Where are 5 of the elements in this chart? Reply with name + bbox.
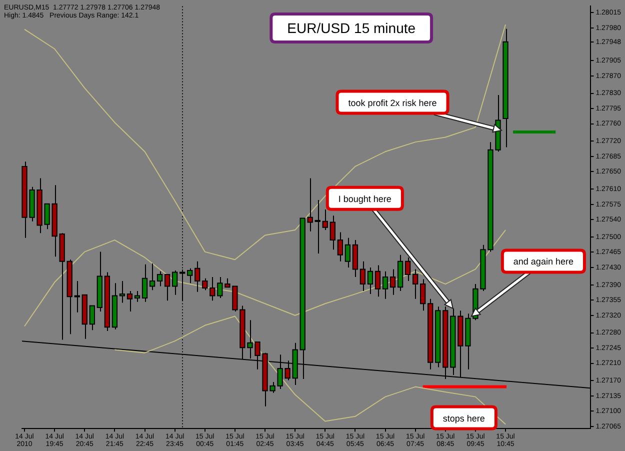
annotation: and again here bbox=[513, 256, 574, 267]
annotation: stops here bbox=[442, 413, 485, 424]
annotation: I bought here bbox=[338, 194, 392, 204]
annotation: took profit 2x risk here bbox=[348, 98, 437, 108]
text: EUR/USD 15 minute bbox=[287, 20, 416, 36]
